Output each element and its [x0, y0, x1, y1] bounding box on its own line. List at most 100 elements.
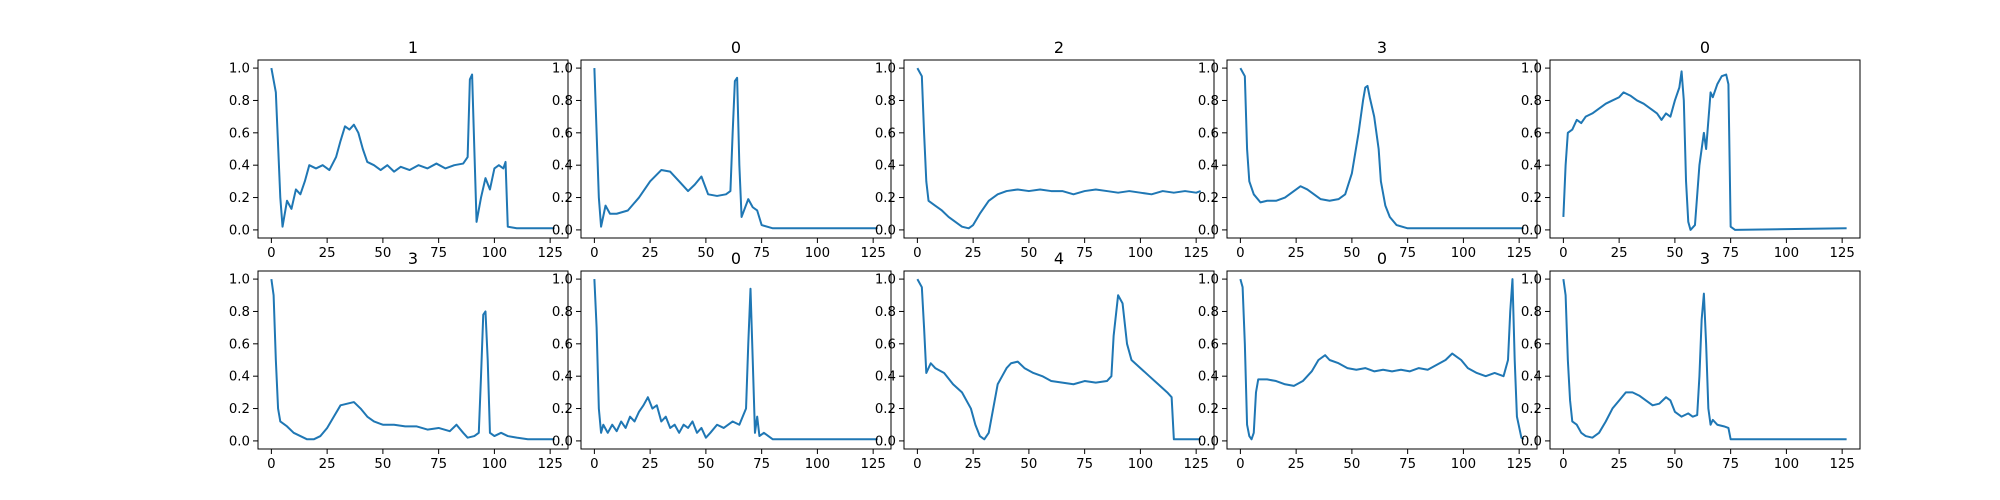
y-tick-label: 0.6 — [875, 337, 896, 352]
subplot-7: 0 0 25 50 75 100 125 0.0 0.2 0.4 0.6 0.8 1.0 — [552, 249, 892, 472]
axes-frame — [903, 59, 1215, 239]
y-tick-label: 0.0 — [552, 434, 573, 449]
subplot-6: 3 0 25 50 75 100 125 0.0 0.2 0.4 0.6 0.8 1.0 — [229, 249, 569, 472]
series-line — [270, 67, 555, 230]
y-tick-label: 0.4 — [1198, 159, 1219, 174]
x-tick-label: 0 — [913, 246, 921, 261]
x-tick-label: 75 — [1076, 246, 1093, 261]
y-tick-label: 1.0 — [552, 273, 573, 288]
y-tick-label: 0.8 — [552, 305, 573, 320]
x-tick-label: 50 — [1020, 457, 1037, 472]
y-tick-label: 0.2 — [552, 402, 573, 417]
y-tick-label: 0.4 — [229, 159, 250, 174]
subplot-title: 1 — [408, 38, 418, 57]
x-tick-label: 50 — [1020, 246, 1037, 261]
subplot-title: 3 — [1700, 249, 1710, 268]
y-tick-label: 0.4 — [552, 159, 573, 174]
subplot-title: 0 — [731, 249, 741, 268]
series-line — [1562, 278, 1847, 441]
x-tick-label: 100 — [1774, 246, 1799, 261]
x-tick-label: 0 — [1236, 246, 1244, 261]
y-tick-label: 1.0 — [552, 62, 573, 77]
subplot-1: 1 0 25 50 75 100 125 0.0 0.2 0.4 0.6 0.8 1.0 — [229, 38, 569, 261]
y-tick-label: 0.6 — [1521, 126, 1542, 141]
subplot-8: 4 0 25 50 75 100 125 0.0 0.2 0.4 0.6 0.8 1.0 — [875, 249, 1215, 472]
y-tick-label: 0.4 — [875, 370, 896, 385]
subplot-3: 2 0 25 50 75 100 125 0.0 0.2 0.4 0.6 0.8 1.0 — [875, 38, 1215, 261]
x-tick-label: 25 — [319, 457, 336, 472]
axes-frame — [903, 270, 1215, 450]
x-tick-label: 0 — [913, 457, 921, 472]
y-tick-label: 0.2 — [229, 402, 250, 417]
y-tick-label: 0.6 — [552, 126, 573, 141]
x-tick-label: 50 — [697, 246, 714, 261]
y-tick-label: 0.4 — [229, 370, 250, 385]
x-tick-label: 75 — [430, 246, 447, 261]
y-tick-label: 0.4 — [552, 370, 573, 385]
x-tick-label: 75 — [1399, 457, 1416, 472]
series-line — [1239, 67, 1524, 230]
x-tick-label: 0 — [1236, 457, 1244, 472]
y-tick-label: 0.0 — [875, 434, 896, 449]
subplot-10: 3 0 25 50 75 100 125 0.0 0.2 0.4 0.6 0.8 1.0 — [1521, 249, 1861, 472]
y-tick-label: 0.4 — [875, 159, 896, 174]
x-tick-label: 125 — [1506, 457, 1531, 472]
y-tick-label: 0.8 — [1521, 94, 1542, 109]
x-tick-label: 0 — [1559, 457, 1567, 472]
y-tick-label: 0.4 — [1521, 159, 1542, 174]
x-tick-label: 75 — [430, 457, 447, 472]
y-tick-label: 0.6 — [552, 337, 573, 352]
y-tick-label: 1.0 — [1198, 62, 1219, 77]
y-tick-label: 0.0 — [1521, 223, 1542, 238]
x-tick-label: 25 — [965, 457, 982, 472]
y-tick-label: 1.0 — [875, 62, 896, 77]
x-tick-label: 25 — [1611, 246, 1628, 261]
x-tick-label: 75 — [1722, 246, 1739, 261]
x-tick-label: 125 — [1829, 457, 1854, 472]
x-tick-label: 25 — [1611, 457, 1628, 472]
y-tick-label: 1.0 — [1521, 62, 1542, 77]
axes-frame — [1226, 270, 1538, 450]
y-tick-label: 1.0 — [229, 62, 250, 77]
subplot-4: 3 0 25 50 75 100 125 0.0 0.2 0.4 0.6 0.8 1.0 — [1198, 38, 1538, 261]
y-tick-label: 0.6 — [229, 337, 250, 352]
x-tick-label: 0 — [590, 246, 598, 261]
x-tick-label: 100 — [482, 457, 507, 472]
y-tick-label: 0.0 — [552, 223, 573, 238]
x-tick-label: 100 — [1128, 457, 1153, 472]
x-tick-label: 75 — [1399, 246, 1416, 261]
y-tick-label: 0.4 — [1198, 370, 1219, 385]
x-tick-label: 75 — [1722, 457, 1739, 472]
x-tick-label: 50 — [374, 457, 391, 472]
y-tick-label: 0.2 — [1521, 191, 1542, 206]
y-tick-label: 0.8 — [1198, 305, 1219, 320]
y-tick-label: 1.0 — [1521, 273, 1542, 288]
y-tick-label: 0.8 — [229, 305, 250, 320]
series-line — [916, 67, 1201, 230]
subplot-2: 0 0 25 50 75 100 125 0.0 0.2 0.4 0.6 0.8 1.0 — [552, 38, 892, 261]
x-tick-label: 125 — [1183, 246, 1208, 261]
axes-frame — [1549, 59, 1861, 239]
x-tick-label: 100 — [1451, 457, 1476, 472]
x-tick-label: 100 — [482, 246, 507, 261]
x-tick-label: 100 — [1128, 246, 1153, 261]
y-tick-label: 0.6 — [1198, 337, 1219, 352]
x-tick-label: 0 — [267, 457, 275, 472]
x-tick-label: 50 — [374, 246, 391, 261]
subplot-title: 2 — [1054, 38, 1064, 57]
y-tick-label: 0.6 — [1521, 337, 1542, 352]
x-tick-label: 100 — [1774, 457, 1799, 472]
y-tick-label: 0.8 — [552, 94, 573, 109]
axes-frame — [580, 270, 892, 450]
x-tick-label: 100 — [805, 457, 830, 472]
y-tick-label: 0.2 — [875, 191, 896, 206]
y-tick-label: 0.0 — [1521, 434, 1542, 449]
y-tick-label: 0.4 — [1521, 370, 1542, 385]
subplot-title: 0 — [1700, 38, 1710, 57]
x-tick-label: 50 — [1343, 246, 1360, 261]
x-tick-label: 50 — [1343, 457, 1360, 472]
y-tick-label: 0.8 — [875, 94, 896, 109]
x-tick-label: 125 — [537, 246, 562, 261]
y-tick-label: 1.0 — [229, 273, 250, 288]
